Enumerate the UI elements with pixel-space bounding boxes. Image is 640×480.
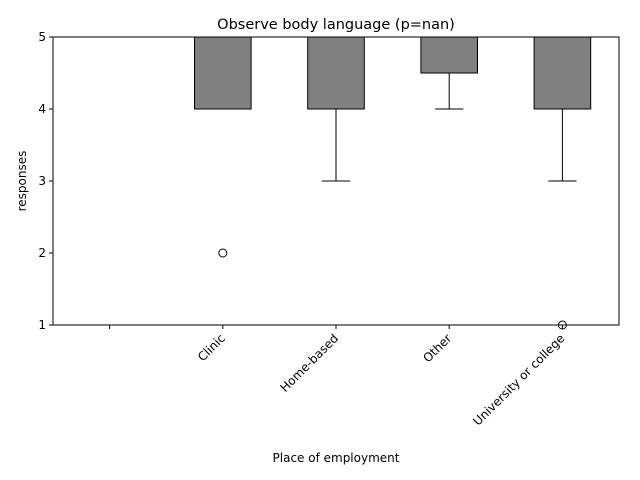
- box-group: [533, 36, 592, 330]
- chart-title: Observe body language (p=nan): [217, 17, 455, 33]
- y-tick-label: 3: [38, 174, 46, 188]
- x-tick-label: Other: [420, 331, 454, 365]
- box-group: [194, 36, 252, 258]
- x-tick-label: Home-based: [277, 331, 341, 395]
- y-tick-label: 5: [38, 30, 46, 44]
- box: [307, 36, 365, 110]
- box: [420, 36, 478, 74]
- x-axis: Clinic Home-based Other University or colle…: [109, 325, 568, 428]
- box: [194, 36, 252, 110]
- outlier-point: [218, 248, 228, 258]
- y-axis: 1 2 3 4 5: [38, 30, 53, 332]
- box-group: [420, 36, 478, 110]
- y-tick-label: 1: [38, 318, 46, 332]
- y-tick-label: 2: [38, 246, 46, 260]
- x-tick-label: University or college: [470, 331, 567, 428]
- box: [533, 36, 592, 110]
- x-axis-label: Place of employment: [273, 451, 400, 465]
- y-axis-label: responses: [15, 151, 29, 212]
- y-tick-label: 4: [38, 102, 46, 116]
- x-tick-label: Clinic: [195, 331, 228, 364]
- boxes-layer: [194, 36, 592, 330]
- box-group: [307, 36, 365, 182]
